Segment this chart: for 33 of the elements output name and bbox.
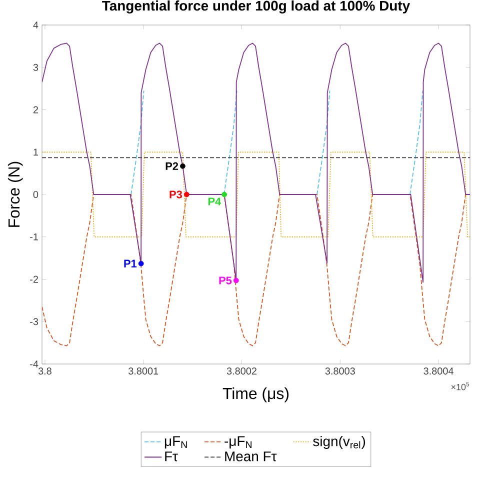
x-tick-label: 3.8001 [128,368,158,375]
series-label: P3 [170,190,182,198]
y-tick-label: 3 [33,64,38,71]
legend-label: μF$_{N}$ [164,436,187,449]
x-tick-label: 3.8 [38,368,52,375]
point [180,163,186,169]
x-tick-label: 3.8002 [226,368,256,375]
y-tick-label: 4 [33,22,38,28]
point [222,192,228,198]
chart-title: Tangential force under 100g load at 100% Duty [102,0,410,14]
legend-label: Fτ [165,452,178,462]
legend-label: Mean Fτ [225,452,277,462]
series-label: P1 [124,260,137,268]
point [184,192,190,198]
y-tick-label: -2 [30,276,38,283]
y-tick-label: -3 [30,318,38,326]
x-tick-label: 3.8003 [325,368,355,375]
y-axis-title: Force (N) [8,162,23,227]
legend-label: -μF$_{N}$ [224,436,252,449]
y-tick-label: 0 [33,190,38,198]
y-tick-label: 1 [34,148,38,156]
text: ×10$^{5}$ [451,382,470,390]
y-tick-label: 2 [33,106,38,114]
point [138,260,144,266]
y-tick-label: -1 [30,233,38,240]
x-tick-label: 3.8004 [424,368,454,375]
series-label: P4 [208,198,222,206]
series-label: P5 [219,276,232,284]
x-axis-title: Time (μs) [222,387,289,402]
point [233,278,239,284]
y-tick-label: -4 [30,360,38,368]
series-label: P2 [166,162,178,170]
legend-label: sign(v$_{rel}$) [313,436,366,449]
